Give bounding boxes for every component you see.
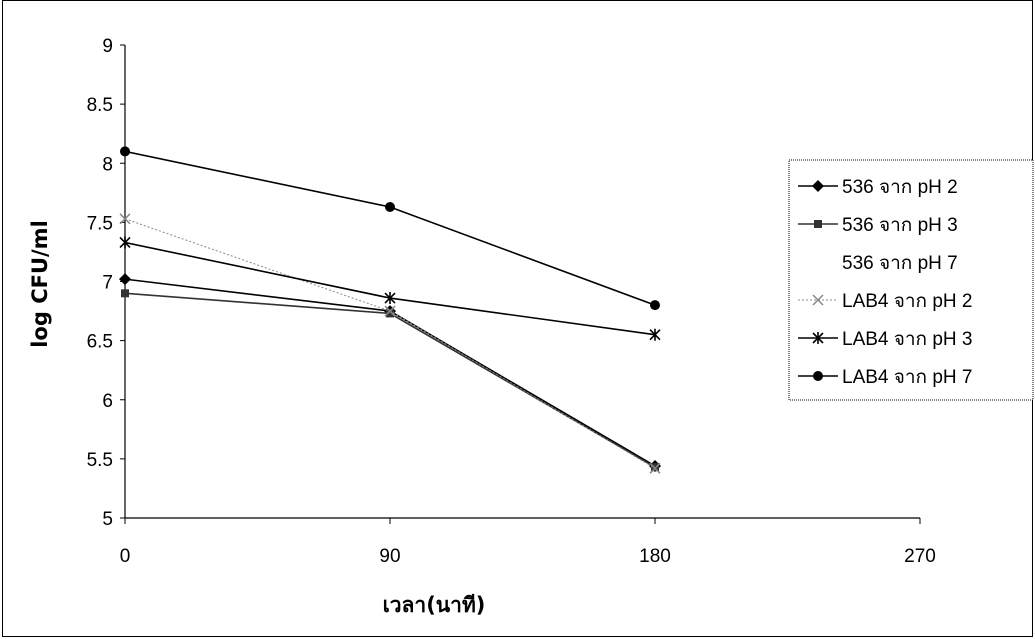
series-4 — [119, 213, 661, 474]
data-point — [119, 213, 131, 225]
legend-label: LAB4 จาก pH 3 — [842, 329, 972, 350]
series-layer — [119, 146, 661, 474]
legend-label: LAB4 จาก pH 2 — [842, 291, 972, 312]
series-2 — [121, 289, 659, 472]
series-line — [124, 218, 656, 469]
legend-label: 536 จาก pH 3 — [842, 215, 958, 236]
data-point — [812, 332, 824, 344]
data-point — [649, 328, 661, 341]
y-axis-title: log CFU/ml — [28, 220, 52, 348]
data-point — [120, 146, 130, 157]
series-6 — [120, 146, 660, 311]
y-tick-label: 6.5 — [87, 332, 113, 353]
y-tick-label: 5 — [102, 509, 113, 530]
legend-entry: LAB4 จาก pH 2 — [798, 291, 972, 312]
legend: 536 จาก pH 2 536 จาก pH 3 536 จาก pH 7 LAB4… — [788, 159, 1034, 401]
x-tick-label: 90 — [379, 546, 400, 567]
data-point — [384, 305, 396, 317]
data-point — [385, 202, 395, 213]
x-axis: 0 90 180 270 — [120, 517, 936, 567]
data-point — [813, 371, 823, 381]
data-point — [121, 289, 129, 298]
data-point — [384, 292, 396, 305]
series-5 — [119, 236, 661, 341]
legend-box — [788, 159, 1034, 401]
data-point — [119, 273, 131, 286]
series-line — [124, 292, 656, 468]
x-tick-label: 180 — [639, 546, 671, 567]
data-point — [812, 294, 824, 306]
y-tick-label: 8 — [102, 154, 113, 175]
legend-entry: 536 จาก pH 2 — [798, 177, 958, 198]
data-point — [812, 180, 824, 192]
y-tick-label: 9 — [102, 36, 113, 57]
y-tick-label: 8.5 — [87, 95, 113, 116]
y-tick-label: 7.5 — [87, 213, 113, 234]
data-point — [649, 462, 661, 474]
data-point — [119, 236, 131, 249]
legend-entry: 536 จาก pH 3 — [798, 215, 958, 236]
legend-label: 536 จาก pH 7 — [842, 253, 958, 274]
legend-entry: LAB4 จาก pH 7 — [798, 367, 972, 388]
x-tick-label: 0 — [120, 546, 131, 567]
y-tick-label: 7 — [102, 273, 113, 294]
legend-label: 536 จาก pH 2 — [842, 177, 958, 198]
legend-entry: 536 จาก pH 7 — [842, 253, 958, 274]
y-tick-label: 5.5 — [87, 450, 113, 471]
y-tick-label: 6 — [102, 391, 113, 412]
legend-entry: LAB4 จาก pH 3 — [798, 329, 972, 350]
data-point — [814, 220, 822, 228]
data-point — [651, 463, 659, 472]
x-axis-title: เวลา(นาที) — [383, 593, 486, 617]
series-line — [124, 150, 656, 306]
legend-label: LAB4 จาก pH 7 — [842, 367, 972, 388]
x-tick-label: 270 — [904, 546, 936, 567]
data-point — [650, 300, 660, 311]
data-point — [386, 309, 394, 318]
y-axis: 5 5.5 6 6.5 7 7.5 8 8.5 9 — [87, 36, 126, 530]
